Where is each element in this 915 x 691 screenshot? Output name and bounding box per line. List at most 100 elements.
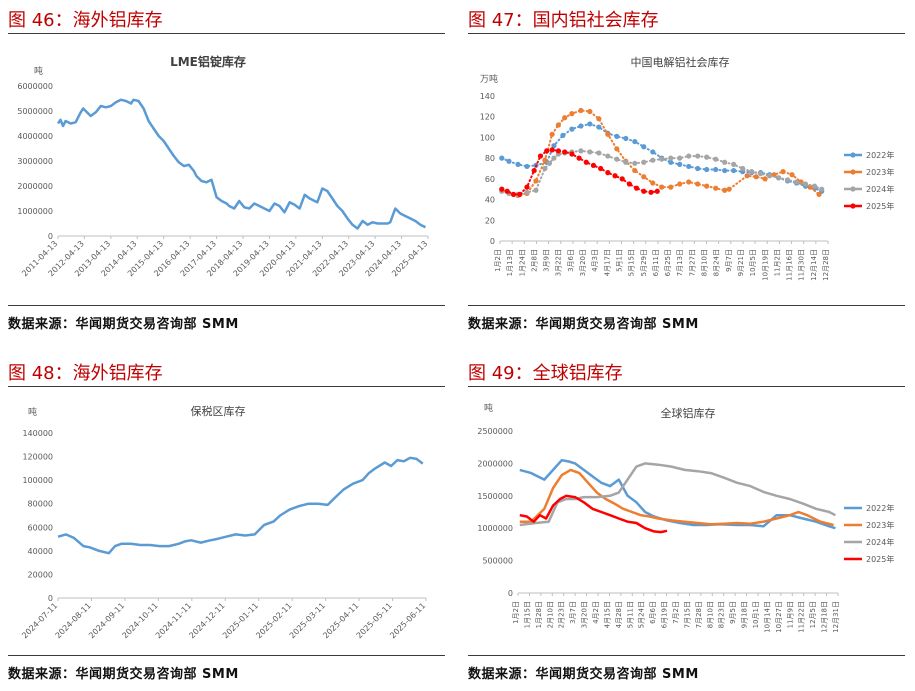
legend-label: 2022年 bbox=[866, 150, 894, 160]
data-source: 数据来源：华闻期货交易咨询部 SMM bbox=[468, 667, 699, 682]
data-point bbox=[544, 148, 550, 154]
legend-label: 2024年 bbox=[866, 537, 894, 547]
data-point bbox=[740, 165, 746, 172]
y-tick-label: 80 bbox=[485, 154, 495, 163]
data-point bbox=[569, 111, 575, 117]
data-point bbox=[531, 167, 537, 174]
x-tick-label: 4月2日 bbox=[592, 601, 600, 624]
data-point bbox=[549, 147, 555, 153]
data-point bbox=[504, 188, 510, 194]
data-point bbox=[704, 183, 710, 189]
data-point bbox=[596, 124, 602, 130]
y-tick-label: 0 bbox=[48, 594, 53, 603]
x-tick-label: 7月28日 bbox=[695, 601, 703, 628]
data-point bbox=[614, 133, 620, 139]
data-point bbox=[668, 155, 674, 161]
data-point bbox=[614, 156, 620, 162]
data-point bbox=[605, 170, 611, 176]
data-point bbox=[510, 191, 517, 197]
data-point bbox=[659, 184, 665, 190]
x-tick-label: 2025-06-11 bbox=[388, 601, 427, 640]
data-point bbox=[650, 157, 656, 163]
y-tick-label: 2000000 bbox=[477, 459, 513, 468]
data-point bbox=[749, 169, 755, 175]
x-tick-label: 8月10日 bbox=[701, 249, 709, 276]
data-point bbox=[641, 188, 647, 194]
data-point bbox=[569, 126, 575, 132]
chart-bonded-inventory: 保税区库存 吨 0 20000 40000 60000 80000 100000 120000 1… bbox=[20, 404, 427, 640]
source-rule bbox=[468, 305, 905, 306]
x-tick-label: 1月2日 bbox=[512, 601, 520, 624]
y-tick-label: 1000000 bbox=[477, 524, 513, 533]
data-point bbox=[632, 160, 638, 166]
data-point bbox=[517, 191, 523, 197]
x-tick-label: 5月11日 bbox=[626, 601, 634, 628]
panel-domestic-social-inventory: 图 47：国内铝社会库存 中国电解铝社会库存 万吨 0 20 40 60 80 100 120 1… bbox=[468, 0, 905, 340]
data-source: 数据来源：华闻期货交易咨询部 SMM bbox=[468, 317, 699, 332]
series-line-0 bbox=[519, 458, 836, 530]
data-point bbox=[590, 162, 597, 168]
y-tick-label: 1500000 bbox=[477, 492, 513, 501]
data-point bbox=[542, 157, 548, 163]
x-tick-label: 2月10日 bbox=[546, 601, 554, 628]
data-point bbox=[641, 174, 647, 180]
data-point bbox=[587, 121, 593, 127]
y-tick-label: 120 bbox=[480, 113, 495, 122]
data-point bbox=[704, 154, 710, 160]
x-tick-label: 9月7日 bbox=[725, 249, 733, 272]
data-point bbox=[677, 161, 683, 167]
data-point bbox=[677, 155, 683, 161]
data-point bbox=[793, 179, 800, 185]
data-point bbox=[668, 184, 674, 190]
x-tick-label: 5月29日 bbox=[640, 249, 648, 276]
x-tick-label: 10月14日 bbox=[763, 601, 771, 633]
x-tick-label: 11月2日 bbox=[773, 249, 781, 276]
x-tick-label: 3月9日 bbox=[543, 249, 551, 272]
data-point bbox=[605, 131, 611, 137]
x-tick-label: 11月30日 bbox=[798, 249, 806, 281]
data-point bbox=[722, 187, 728, 193]
data-point bbox=[587, 149, 593, 155]
legend-marker bbox=[850, 186, 856, 192]
data-point bbox=[626, 181, 633, 187]
data-point bbox=[802, 181, 809, 187]
x-tick-label: 4月17日 bbox=[603, 249, 611, 276]
data-point bbox=[686, 163, 692, 170]
legend-marker bbox=[850, 152, 856, 158]
source-rule bbox=[468, 655, 905, 656]
x-tick-label: 12月31日 bbox=[832, 601, 840, 633]
data-point bbox=[641, 144, 647, 150]
chart-global-inventory: 全球铝库存 吨 0 500000 1000000 1500000 2000000 250000… bbox=[477, 402, 894, 633]
data-point bbox=[551, 143, 557, 149]
data-point bbox=[632, 167, 638, 174]
y-tick-label: 1000000 bbox=[17, 207, 53, 216]
x-tick-label: 10月5日 bbox=[749, 249, 757, 276]
x-tick-label: 4月28日 bbox=[615, 601, 623, 628]
x-tick-label: 10月1日 bbox=[752, 601, 760, 628]
data-point bbox=[713, 156, 719, 162]
data-point bbox=[789, 172, 795, 178]
legend-label: 2025年 bbox=[866, 201, 894, 211]
figure-title: 图 49：全球铝库存 bbox=[468, 363, 623, 384]
x-tick-label: 1月15日 bbox=[523, 601, 531, 628]
x-tick-label: 10月19日 bbox=[761, 249, 769, 281]
x-tick-label: 4月3日 bbox=[591, 249, 599, 272]
x-tick-label: 8月24日 bbox=[713, 249, 721, 276]
chart-title: 全球铝库存 bbox=[661, 406, 716, 420]
panel-lme-inventory: 图 46：海外铝库存 LME铝锭库存吨 0 1000000 2000000 300000… bbox=[8, 0, 445, 340]
x-tick-label: 7月15日 bbox=[683, 601, 691, 628]
data-point bbox=[598, 165, 604, 172]
series-line-3 bbox=[519, 494, 668, 534]
legend-marker bbox=[850, 169, 856, 175]
x-tick-label: 7月13日 bbox=[676, 249, 684, 276]
x-tick-label: 5月24日 bbox=[638, 601, 646, 628]
panel-bonded-inventory: 图 48：海外铝库存 保税区库存 吨 0 20000 40000 60000 80000 10… bbox=[8, 353, 445, 691]
data-point bbox=[499, 186, 505, 192]
data-point bbox=[811, 183, 818, 189]
chart-title: 中国电解铝社会库存 bbox=[631, 55, 730, 69]
x-tick-label: 11月9日 bbox=[786, 601, 794, 628]
x-tick-label: 4月15日 bbox=[603, 601, 611, 628]
legend-label: 2023年 bbox=[866, 520, 894, 530]
source-rule bbox=[8, 655, 445, 656]
